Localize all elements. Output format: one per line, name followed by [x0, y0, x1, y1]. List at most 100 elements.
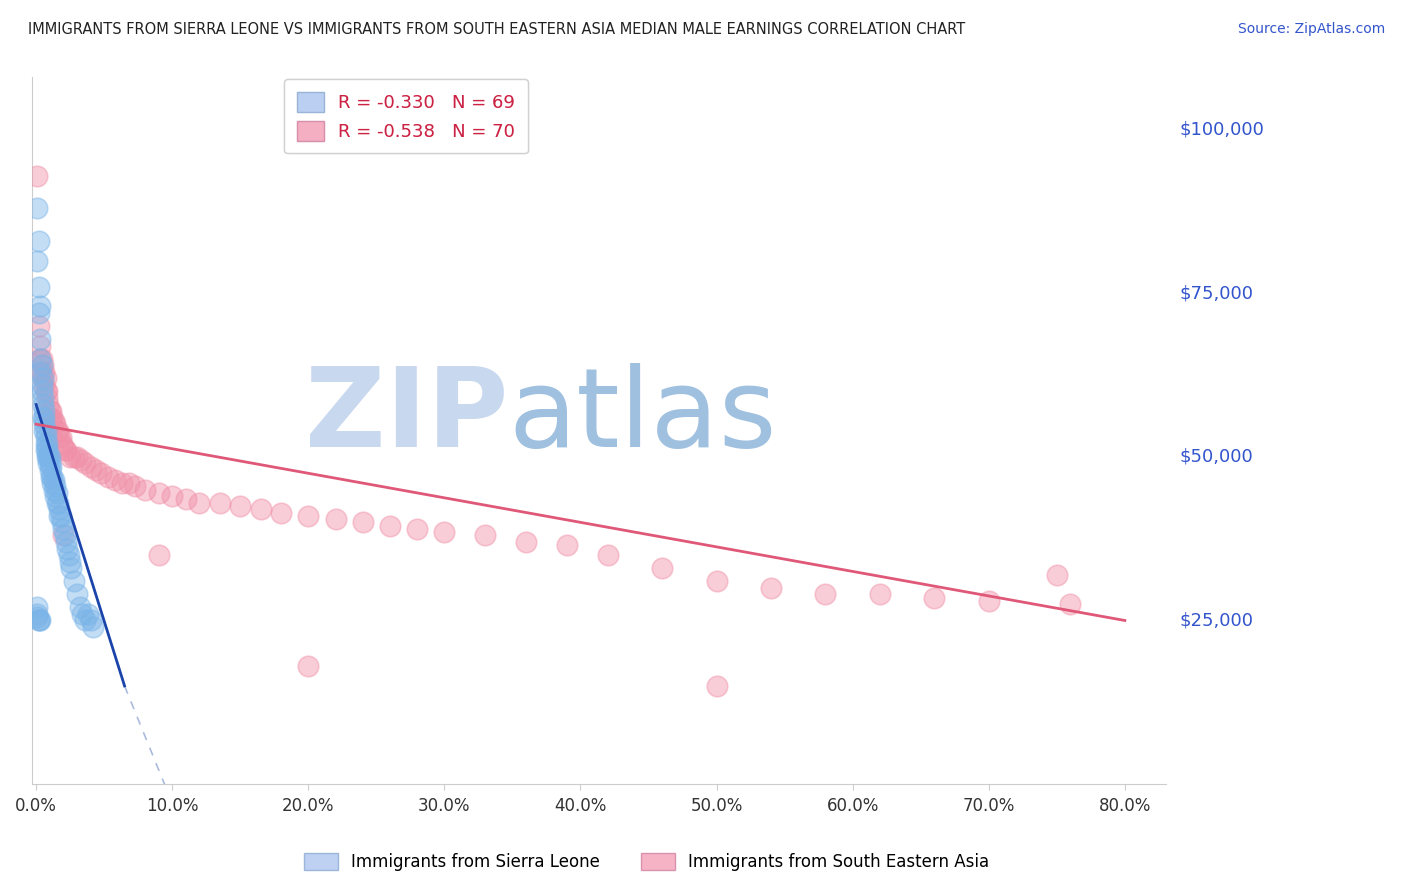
- Point: [32, 404, 55, 418]
- Point: [46, 496, 69, 510]
- Point: [27, 610, 49, 624]
- Point: [378, 518, 401, 533]
- Point: [148, 486, 170, 500]
- Point: [53, 528, 76, 542]
- Point: [31, 351, 53, 366]
- Point: [174, 492, 197, 507]
- Point: [1059, 597, 1081, 611]
- Point: [39, 459, 62, 474]
- Point: [53, 443, 76, 458]
- Text: $50,000: $50,000: [1180, 448, 1253, 466]
- Point: [30, 332, 52, 346]
- Point: [28, 319, 51, 334]
- Point: [44, 417, 66, 432]
- Point: [59, 450, 82, 464]
- Point: [75, 457, 97, 471]
- Point: [37, 457, 59, 471]
- Point: [34, 384, 56, 399]
- Point: [38, 410, 60, 425]
- Point: [48, 430, 70, 444]
- Point: [30, 300, 52, 314]
- Point: [38, 450, 60, 464]
- Point: [35, 391, 58, 405]
- Point: [48, 508, 70, 523]
- Point: [59, 555, 82, 569]
- Point: [160, 489, 183, 503]
- Point: [90, 467, 112, 481]
- Point: [31, 384, 53, 399]
- Text: $25,000: $25,000: [1180, 612, 1254, 630]
- Legend: Immigrants from Sierra Leone, Immigrants from South Eastern Asia: Immigrants from Sierra Leone, Immigrants…: [295, 845, 998, 880]
- Point: [69, 600, 91, 615]
- Point: [32, 417, 55, 432]
- Point: [76, 607, 98, 621]
- Point: [27, 202, 49, 216]
- Point: [32, 371, 55, 385]
- Legend: R = -0.330   N = 69, R = -0.538   N = 70: R = -0.330 N = 69, R = -0.538 N = 70: [284, 79, 529, 153]
- Point: [31, 365, 53, 379]
- Point: [759, 581, 782, 595]
- Point: [229, 499, 252, 513]
- Point: [31, 359, 53, 373]
- Point: [51, 516, 73, 530]
- Point: [27, 607, 49, 621]
- Point: [35, 443, 58, 458]
- Point: [515, 535, 537, 549]
- Point: [45, 486, 67, 500]
- Point: [72, 607, 94, 621]
- Point: [30, 339, 52, 353]
- Text: IMMIGRANTS FROM SIERRA LEONE VS IMMIGRANTS FROM SOUTH EASTERN ASIA MEDIAN MALE E: IMMIGRANTS FROM SIERRA LEONE VS IMMIGRAN…: [28, 22, 966, 37]
- Point: [79, 614, 101, 628]
- Point: [37, 450, 59, 464]
- Point: [325, 512, 347, 526]
- Point: [34, 437, 56, 451]
- Point: [32, 359, 55, 373]
- Point: [34, 424, 56, 438]
- Point: [38, 457, 60, 471]
- Point: [27, 253, 49, 268]
- Point: [45, 496, 67, 510]
- Point: [51, 437, 73, 451]
- Point: [66, 587, 89, 601]
- Point: [474, 528, 496, 542]
- Point: [52, 528, 75, 542]
- Point: [977, 594, 1000, 608]
- Point: [46, 424, 69, 438]
- Point: [706, 679, 728, 693]
- Point: [75, 614, 97, 628]
- Point: [41, 417, 63, 432]
- Point: [56, 541, 79, 556]
- Point: [38, 463, 60, 477]
- Point: [41, 410, 63, 425]
- Point: [32, 378, 55, 392]
- Point: [270, 506, 292, 520]
- Point: [42, 483, 65, 497]
- Point: [433, 525, 456, 540]
- Point: [38, 404, 60, 418]
- Point: [63, 574, 86, 589]
- Point: [869, 587, 891, 601]
- Point: [42, 473, 65, 487]
- Point: [44, 489, 66, 503]
- Point: [48, 502, 70, 516]
- Point: [32, 391, 55, 405]
- Point: [27, 169, 49, 183]
- Point: [37, 447, 59, 461]
- Point: [30, 614, 52, 628]
- Point: [651, 561, 673, 575]
- Point: [30, 351, 52, 366]
- Point: [97, 469, 120, 483]
- Point: [32, 371, 55, 385]
- Point: [35, 450, 58, 464]
- Point: [706, 574, 728, 589]
- Point: [134, 483, 156, 497]
- Point: [37, 398, 59, 412]
- Point: [28, 234, 51, 248]
- Point: [188, 496, 211, 510]
- Point: [60, 561, 83, 575]
- Point: [79, 459, 101, 474]
- Point: [208, 496, 231, 510]
- Point: [924, 591, 946, 605]
- Point: [41, 469, 63, 483]
- Text: $75,000: $75,000: [1180, 285, 1254, 302]
